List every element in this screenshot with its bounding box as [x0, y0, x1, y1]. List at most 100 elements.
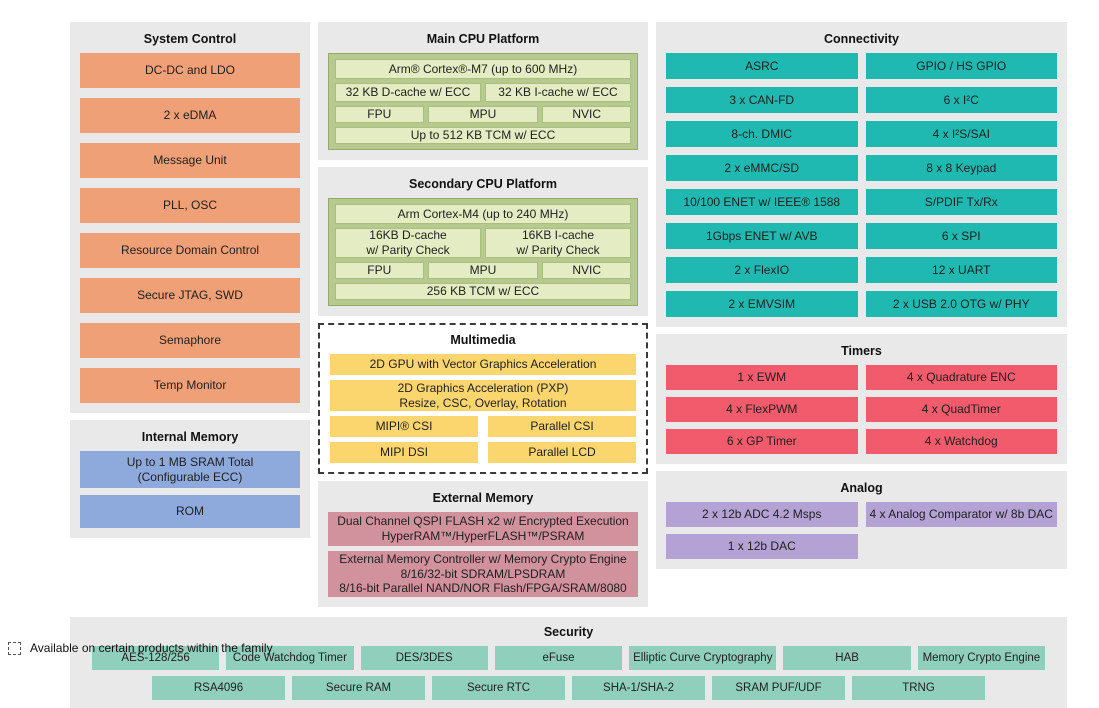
security-row-1: AES-128/256 Code Watchdog Timer DES/3DES… [92, 646, 1046, 670]
block-parallel-csi: Parallel CSI [488, 416, 636, 437]
panel-external-memory: External Memory Dual Channel QSPI FLASH … [318, 481, 648, 607]
external-memory-blocks: Dual Channel QSPI FLASH x2 w/ Encrypted … [328, 512, 638, 597]
panel-connectivity: Connectivity ASRC GPIO / HS GPIO 3 x CAN… [656, 22, 1067, 327]
block-mipi-csi: MIPI® CSI [330, 416, 478, 437]
secondary-cpu-title: Secondary CPU Platform [409, 177, 557, 191]
block-m7-fpu: FPU [335, 106, 424, 123]
block-trng: TRNG [852, 676, 985, 700]
main-cpu-fpu-row: FPU MPU NVIC [335, 106, 631, 123]
block-enet-avb: 1Gbps ENET w/ AVB [666, 223, 858, 249]
block-pxp: 2D Graphics Acceleration (PXP) Resize, C… [330, 380, 636, 411]
block-spi: 6 x SPI [865, 223, 1057, 249]
panel-internal-memory: Internal Memory Up to 1 MB SRAM Total (C… [70, 420, 310, 538]
multimedia-dsi-row: MIPI DSI Parallel LCD [330, 442, 636, 463]
block-cortex-m7-core: Arm® Cortex®-M7 (up to 600 MHz) [335, 59, 631, 79]
legend-label: Available on certain products within the… [30, 641, 273, 655]
block-efuse: eFuse [494, 646, 623, 670]
block-dmic: 8-ch. DMIC [666, 121, 858, 147]
block-asrc: ASRC [666, 53, 858, 79]
block-parallel-lcd: Parallel LCD [488, 442, 636, 463]
analog-empty-cell [866, 534, 1058, 559]
multimedia-blocks: 2D GPU with Vector Graphics Acceleration… [330, 354, 636, 463]
block-secure-ram: Secure RAM [292, 676, 425, 700]
panel-analog: Analog 2 x 12b ADC 4.2 Msps 4 x Analog C… [656, 471, 1067, 569]
block-semaphore: Semaphore [80, 323, 300, 358]
secondary-cpu-container: Arm Cortex-M4 (up to 240 MHz) 16KB D-cac… [328, 198, 638, 306]
block-rom: ROM [80, 495, 300, 528]
block-i2s-sai: 4 x I²S/SAI [865, 121, 1057, 147]
block-m7-icache: 32 KB I-cache w/ ECC [485, 83, 631, 102]
block-pll-osc: PLL, OSC [80, 188, 300, 223]
block-m7-mpu: MPU [427, 106, 539, 123]
block-elliptic-curve-cryptography: Elliptic Curve Cryptography [629, 646, 777, 670]
block-memory-crypto-engine: Memory Crypto Engine [917, 646, 1046, 670]
block-code-watchdog-timer: Code Watchdog Timer [226, 646, 354, 670]
block-aes: AES-128/256 [92, 646, 220, 670]
secondary-cpu-cache-row: 16KB D-cache w/ Parity Check 16KB I-cach… [335, 228, 631, 258]
block-diagram: System Control DC-DC and LDO 2 x eDMA Me… [70, 22, 1067, 708]
block-uart: 12 x UART [865, 257, 1057, 283]
block-2d-gpu: 2D GPU with Vector Graphics Acceleration [330, 354, 636, 375]
main-cpu-container: Arm® Cortex®-M7 (up to 600 MHz) 32 KB D-… [328, 53, 638, 150]
block-m4-tcm: 256 KB TCM w/ ECC [335, 283, 631, 300]
block-flexio: 2 x FlexIO [666, 257, 858, 283]
block-des-3des: DES/3DES [360, 646, 488, 670]
block-analog-comparator: 4 x Analog Comparator w/ 8b DAC [865, 502, 1057, 527]
block-quadrature-enc: 4 x Quadrature ENC [865, 365, 1057, 390]
connectivity-blocks: ASRC GPIO / HS GPIO 3 x CAN-FD 6 x I²C 8… [666, 53, 1057, 317]
system-control-blocks: DC-DC and LDO 2 x eDMA Message Unit PLL,… [80, 53, 300, 403]
left-column: System Control DC-DC and LDO 2 x eDMA Me… [70, 22, 310, 538]
block-m7-dcache: 32 KB D-cache w/ ECC [335, 83, 481, 102]
block-emvsim: 2 x EMVSIM [666, 291, 858, 317]
block-emmc-sd: 2 x eMMC/SD [666, 155, 858, 181]
block-temp-monitor: Temp Monitor [80, 368, 300, 403]
block-m7-nvic: NVIC [542, 106, 631, 123]
panel-system-control: System Control DC-DC and LDO 2 x eDMA Me… [70, 22, 310, 413]
block-quadtimer: 4 x QuadTimer [865, 397, 1057, 422]
secondary-cpu-fpu-row: FPU MPU NVIC [335, 262, 631, 279]
panel-secondary-cpu: Secondary CPU Platform Arm Cortex-M4 (up… [318, 167, 648, 316]
block-m4-nvic: NVIC [542, 262, 631, 279]
block-m4-dcache: 16KB D-cache w/ Parity Check [335, 228, 481, 258]
main-cpu-cache-row: 32 KB D-cache w/ ECC 32 KB I-cache w/ EC… [335, 83, 631, 102]
connectivity-title: Connectivity [823, 32, 899, 46]
block-sha: SHA-1/SHA-2 [572, 676, 705, 700]
block-edma: 2 x eDMA [80, 98, 300, 133]
block-m4-fpu: FPU [335, 262, 424, 279]
timers-title: Timers [841, 344, 882, 358]
block-m4-mpu: MPU [427, 262, 539, 279]
block-sram-puf-udf: SRAM PUF/UDF [712, 676, 845, 700]
block-gpio: GPIO / HS GPIO [865, 53, 1057, 79]
security-title: Security [543, 625, 594, 639]
block-i2c: 6 x I²C [865, 87, 1057, 113]
right-column: Connectivity ASRC GPIO / HS GPIO 3 x CAN… [656, 22, 1067, 569]
legend: Available on certain products within the… [8, 641, 273, 655]
block-mipi-dsi: MIPI DSI [330, 442, 478, 463]
panel-security: Security AES-128/256 Code Watchdog Timer… [70, 617, 1067, 708]
block-ewm: 1 x EWM [666, 365, 858, 390]
system-control-title: System Control [143, 32, 237, 46]
block-dac: 1 x 12b DAC [666, 534, 858, 559]
block-secure-rtc: Secure RTC [432, 676, 565, 700]
block-dcdc-ldo: DC-DC and LDO [80, 53, 300, 88]
block-secure-jtag-swd: Secure JTAG, SWD [80, 278, 300, 313]
block-hab: HAB [783, 646, 911, 670]
internal-memory-blocks: Up to 1 MB SRAM Total (Configurable ECC)… [80, 451, 300, 528]
analog-title: Analog [840, 481, 883, 495]
security-row-2: RSA4096 Secure RAM Secure RTC SHA-1/SHA-… [82, 676, 1055, 700]
external-memory-title: External Memory [432, 491, 534, 505]
block-m7-tcm: Up to 512 KB TCM w/ ECC [335, 127, 631, 144]
diagram-columns: System Control DC-DC and LDO 2 x eDMA Me… [70, 22, 1067, 607]
panel-multimedia: Multimedia 2D GPU with Vector Graphics A… [318, 323, 648, 474]
middle-column: Main CPU Platform Arm® Cortex®-M7 (up to… [318, 22, 648, 607]
panel-main-cpu: Main CPU Platform Arm® Cortex®-M7 (up to… [318, 22, 648, 160]
timers-blocks: 1 x EWM 4 x Quadrature ENC 4 x FlexPWM 4… [666, 365, 1057, 454]
block-sram: Up to 1 MB SRAM Total (Configurable ECC) [80, 451, 300, 488]
main-cpu-title: Main CPU Platform [426, 32, 540, 46]
panel-timers: Timers 1 x EWM 4 x Quadrature ENC 4 x Fl… [656, 334, 1067, 464]
block-flexpwm: 4 x FlexPWM [666, 397, 858, 422]
block-adc: 2 x 12b ADC 4.2 Msps [666, 502, 858, 527]
internal-memory-title: Internal Memory [141, 430, 239, 444]
block-cortex-m4-core: Arm Cortex-M4 (up to 240 MHz) [335, 204, 631, 224]
dashed-box-icon [8, 641, 21, 655]
